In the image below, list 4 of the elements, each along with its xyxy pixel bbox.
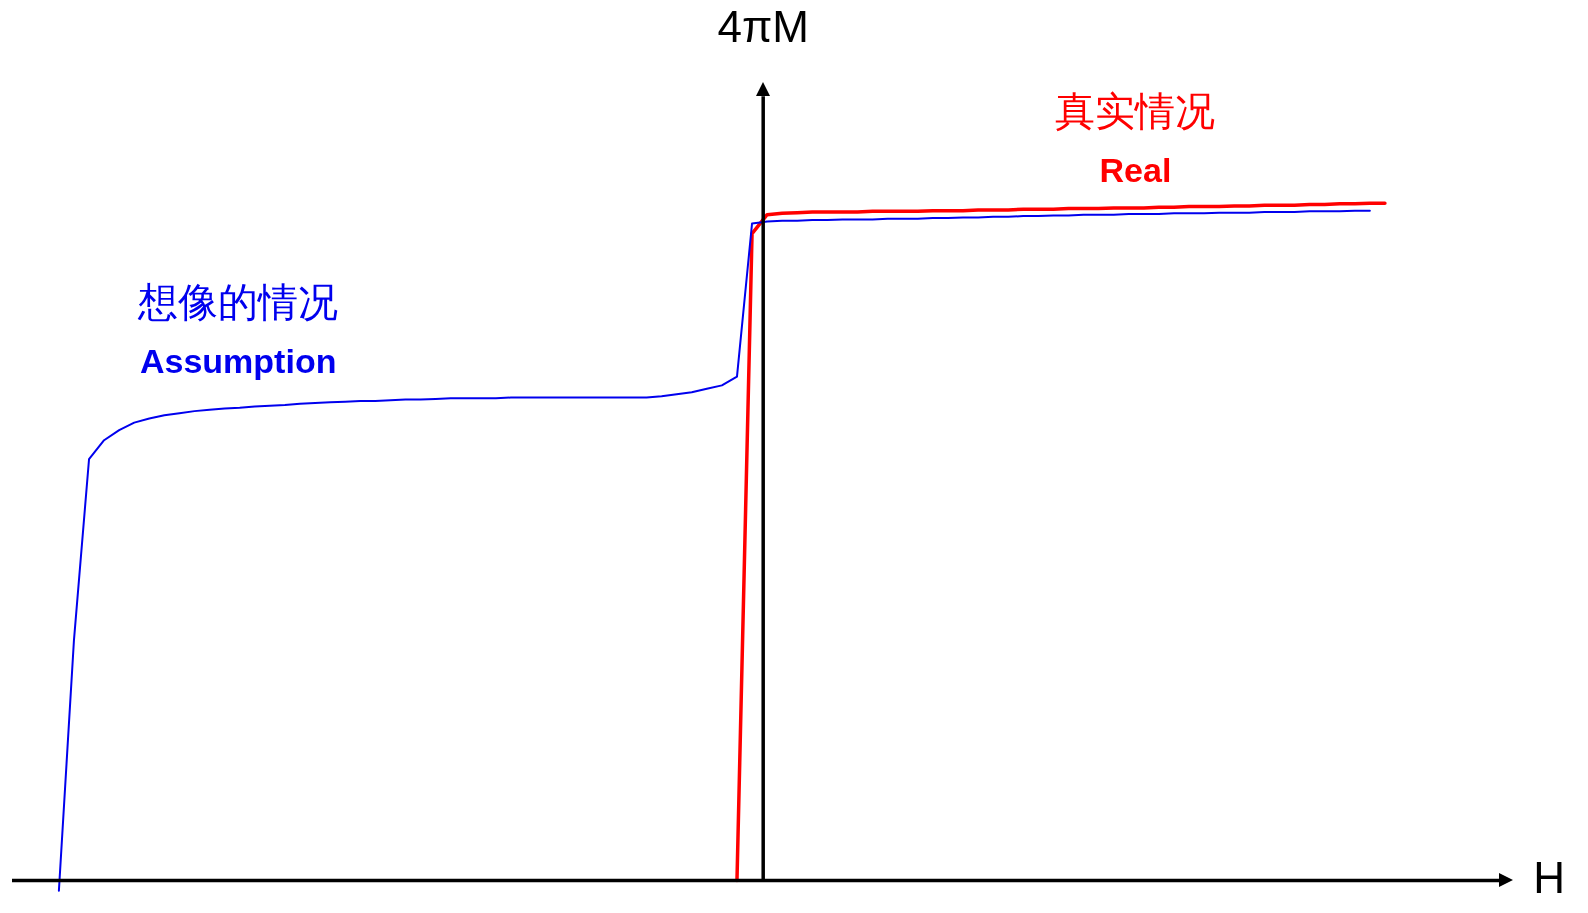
y-axis-title: 4πM <box>717 2 809 52</box>
series-label: 想像的情况 Assumption <box>137 279 339 381</box>
series-label: 真实情况 Real <box>1055 87 1216 189</box>
x-axis-title: H <box>1533 852 1566 902</box>
